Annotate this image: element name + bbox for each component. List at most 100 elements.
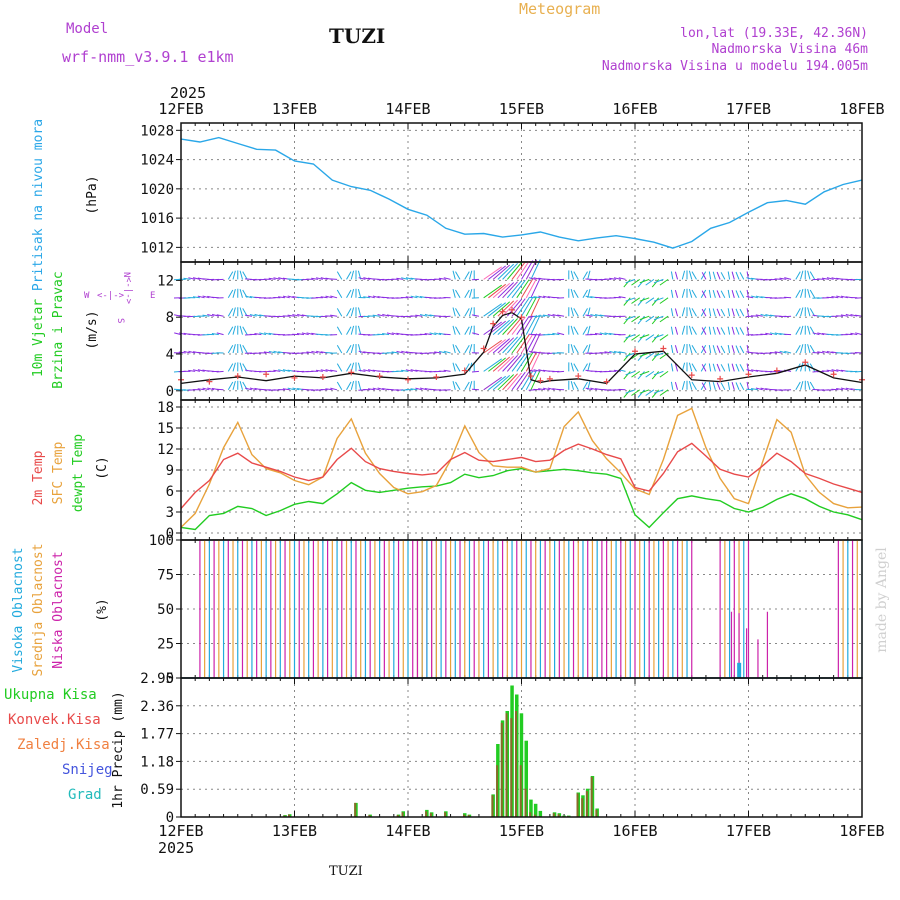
temp-ytick-label: 18 — [157, 400, 174, 416]
wind-arrow — [336, 326, 343, 335]
wind-arrow — [497, 282, 515, 299]
wind-ytick-label: 12 — [157, 273, 174, 289]
wind-arrow — [751, 369, 759, 372]
wind-arrow — [249, 314, 257, 317]
wind-arrow — [197, 388, 205, 391]
wind-arrow — [367, 295, 376, 299]
wind-arrow — [415, 314, 423, 317]
wind-arrow — [443, 277, 451, 280]
wind-arrow — [358, 369, 366, 372]
wind-arrow — [492, 338, 511, 354]
wind-arrow — [452, 288, 456, 298]
wind-arrow — [325, 369, 333, 372]
wind-arrow — [415, 295, 423, 299]
compass-rose: N S W E <-|-> <-|-> — [84, 272, 155, 323]
wind-arrow — [282, 295, 290, 299]
wind-arrow — [831, 369, 839, 372]
wind-arrow — [320, 277, 328, 280]
wind-arrow — [653, 334, 664, 339]
wind-arrow — [357, 380, 362, 390]
wind-arrow — [357, 362, 362, 372]
wind-arrow — [618, 351, 626, 354]
wind-arrow — [739, 308, 745, 317]
wind-arrow — [207, 387, 215, 391]
wind-arrow — [688, 362, 693, 372]
wind-arrow — [350, 344, 355, 354]
wind-arrow — [701, 272, 707, 280]
wind-arrow — [800, 344, 804, 354]
wind-arrow — [239, 380, 243, 390]
wind-arrow — [807, 344, 811, 354]
wind-arrow — [227, 271, 234, 280]
wind-arrow — [547, 314, 555, 317]
wind-arrow — [674, 308, 679, 317]
wind-arrow — [424, 313, 432, 317]
compass-arrows-vertical: <-|-> — [123, 277, 133, 305]
wind-arrow — [464, 271, 470, 280]
wind-arrow — [639, 297, 650, 302]
pressure-panel: 1012 1016 1020 1024 1028 — [140, 122, 863, 263]
wind-arrow — [502, 281, 518, 299]
wind-arrow — [455, 326, 461, 335]
wind-arrow — [746, 326, 749, 335]
wind-arrow — [497, 263, 515, 280]
wind-arrow — [625, 297, 636, 302]
wind-arrow — [232, 288, 236, 298]
wind-arrow — [528, 350, 536, 354]
wind-gust-marker — [537, 377, 544, 384]
wind-arrow — [651, 315, 660, 325]
wind-gust-marker — [518, 314, 525, 321]
temp-ytick-label: 6 — [166, 484, 174, 500]
wind-arrow — [836, 369, 844, 372]
wind-arrow — [516, 371, 530, 391]
wind-arrow — [492, 301, 511, 317]
wind-arrow — [443, 315, 451, 318]
wind-arrow — [287, 295, 295, 299]
wind-arrow — [631, 297, 641, 304]
wind-arrow — [557, 370, 565, 373]
wind-arrow — [594, 332, 602, 336]
wind-arrow — [455, 271, 461, 280]
bottom-date-label: 16FEB — [612, 822, 657, 840]
wind-arrow — [755, 295, 763, 299]
wind-arrow — [681, 344, 686, 354]
wind-arrow — [691, 363, 697, 372]
wind-arrow — [854, 352, 863, 354]
wind-arrow — [731, 271, 735, 280]
wind-gust-marker — [773, 367, 780, 374]
bottom-date-label: 18FEB — [839, 822, 884, 840]
temp-ytick-label: 9 — [166, 463, 174, 479]
wind-ytick-label: 8 — [166, 310, 174, 326]
wind-arrow — [330, 278, 338, 280]
wind-arrow — [645, 389, 655, 396]
wind-gust-marker — [461, 367, 468, 374]
conv-rain-bar — [552, 813, 555, 817]
wind-arrow — [720, 327, 726, 335]
wind-arrow — [760, 333, 768, 336]
conv-rain-bar — [510, 718, 513, 817]
wind-arrow — [826, 296, 834, 299]
wind-arrow — [746, 308, 749, 317]
wind-arrow — [831, 277, 839, 280]
wind-unit: (m/s) — [85, 310, 100, 349]
sfctemp-line — [180, 407, 863, 528]
wind-arrow — [315, 369, 323, 372]
wind-arrow — [681, 288, 686, 298]
wind-arrow — [585, 387, 593, 391]
wind-arrow — [653, 278, 664, 284]
wind-arrow — [836, 388, 844, 391]
wind-arrow — [320, 296, 328, 299]
wind-arrow — [795, 271, 801, 280]
wind-arrow — [438, 350, 446, 354]
wind-arrow — [424, 333, 432, 336]
wind-arrow — [653, 297, 664, 302]
temp-unit: (C) — [95, 456, 110, 479]
wind-arrow — [452, 325, 456, 335]
wind-arrow — [287, 387, 295, 391]
top-date-label: 15FEB — [499, 100, 544, 118]
wind-arrow — [720, 382, 726, 391]
wind-arrow — [530, 314, 541, 335]
wind-arrow — [278, 277, 286, 280]
wind-arrow — [831, 388, 839, 391]
wind-arrow — [716, 382, 721, 390]
